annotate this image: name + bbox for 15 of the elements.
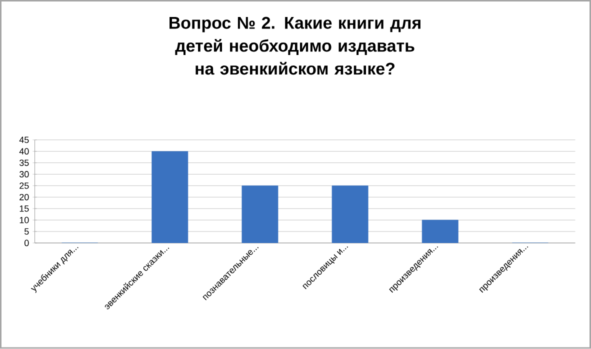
bar [422,220,458,244]
bar [152,151,188,244]
y-tick-label: 5 [24,228,29,235]
y-tick-label: 25 [20,182,29,189]
y-tick-label: 10 [20,216,29,224]
chart-title: Вопрос № 2. Какие книги для детей необходимо издавать на эвенкийском языке? [170,16,420,75]
y-tick-label: 40 [19,148,29,155]
bar [332,186,368,244]
y-tick-label: 30 [19,171,29,178]
y-tick-label: 0 [24,240,29,246]
y-tick-label: 20 [20,194,29,200]
y-tick-label: 45 [19,136,29,144]
bar [242,186,278,244]
y-tick-label: 15 [20,206,29,212]
y-tick-label: 35 [19,160,29,166]
